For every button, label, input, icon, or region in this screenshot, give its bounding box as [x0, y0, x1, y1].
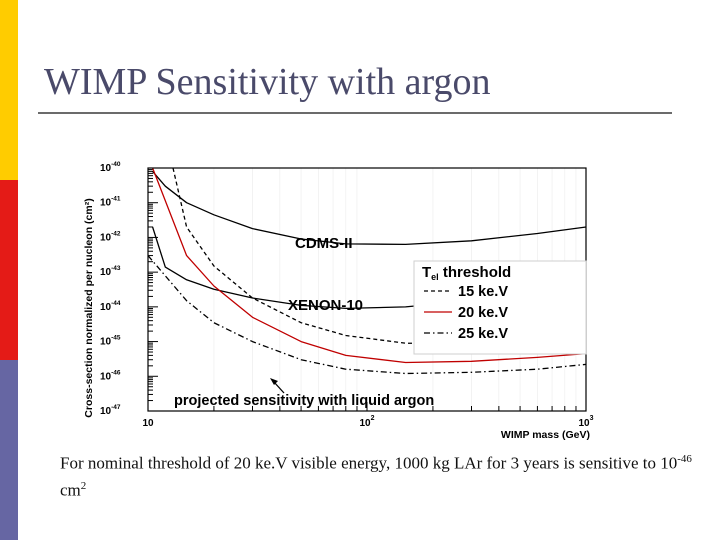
caption-exponent: -46: [677, 453, 692, 465]
caption-unit: cm: [60, 480, 81, 500]
caption-text: For nominal threshold of 20 ke.V visible…: [60, 453, 678, 473]
y-tick-base: 10: [100, 337, 112, 348]
y-tick-base: 10: [100, 163, 112, 174]
series-line-25-ke-v: [147, 255, 587, 375]
y-tick-exp: -41: [111, 196, 121, 203]
y-tick-exp: -42: [111, 230, 121, 237]
x-tick-base: 10: [578, 418, 590, 429]
x-tick-base: 10: [359, 418, 371, 429]
y-tick-exp: -47: [111, 404, 121, 411]
y-tick-exp: -40: [111, 161, 121, 168]
legend-entries: 15 ke.V 20 ke.V 25 ke.V: [424, 284, 508, 342]
y-tick-base: 10: [100, 302, 112, 313]
y-tick-base: 10: [100, 267, 112, 278]
title-divider: [38, 112, 672, 114]
y-tick-label: 10-41: [100, 196, 121, 209]
legend-label: 20 ke.V: [458, 305, 508, 321]
y-tick-base: 10: [100, 198, 112, 209]
slide-caption: For nominal threshold of 20 ke.V visible…: [60, 448, 700, 501]
y-tick-label: 10-43: [100, 265, 121, 278]
legend-label: 25 ke.V: [458, 326, 508, 342]
y-tick-label: 10-47: [100, 404, 121, 417]
projected-arrow: [270, 378, 285, 394]
x-tick-base: 10: [142, 418, 154, 429]
y-axis-label-text: Cross-section normalized per nucleon (cm…: [83, 198, 95, 417]
accent-bar-red: [0, 180, 18, 360]
legend-title-rest: threshold: [439, 264, 512, 281]
y-axis-label: Cross-section normalized per nucleon (cm…: [83, 198, 95, 417]
axis-ticks: [147, 169, 577, 412]
x-tick-exp: 3: [590, 415, 594, 422]
legend-title: Tel threshold: [422, 264, 511, 282]
slide-title: WIMP Sensitivity with argon: [44, 61, 491, 103]
accent-bar-purple: [0, 360, 18, 540]
y-tick-base: 10: [100, 371, 112, 382]
y-tick-label: 10-44: [100, 300, 121, 313]
y-tick-exp: -46: [111, 369, 121, 376]
x-tick-labels: 10 102 103: [142, 415, 593, 429]
x-tick-label: 10: [142, 418, 154, 429]
x-tick-exp: 2: [371, 415, 375, 422]
x-tick-label: 103: [578, 415, 593, 429]
legend-title-sub: el: [431, 272, 439, 282]
y-tick-base: 10: [100, 406, 112, 417]
y-tick-base: 10: [100, 232, 112, 243]
x-axis-label: WIMP mass (GeV): [501, 429, 590, 441]
y-tick-label: 10-45: [100, 335, 121, 348]
x-tick-label: 102: [359, 415, 374, 429]
series-line-15-ke-v: [172, 167, 587, 345]
series-line-20-ke-v: [151, 167, 587, 364]
annotation-xenon: XENON-10: [288, 297, 363, 314]
legend: Tel threshold 15 ke.V 20 ke.V 25 ke.V: [413, 260, 587, 355]
series-line-cdms-ii: [152, 170, 587, 246]
y-tick-label: 10-46: [100, 369, 121, 382]
annotation-projected: projected sensitivity with liquid argon: [174, 393, 434, 409]
annotation-cdms: CDMS-II: [295, 235, 353, 252]
legend-title-main: T: [422, 264, 431, 281]
sensitivity-chart: Cross-section normalized per nucleon (cm…: [83, 161, 594, 441]
y-tick-exp: -45: [111, 335, 121, 342]
y-tick-label: 10-42: [100, 230, 121, 243]
accent-bar-yellow: [0, 0, 18, 180]
legend-label: 15 ke.V: [458, 284, 508, 300]
y-tick-label: 10-40: [100, 161, 121, 174]
y-tick-exp: -44: [111, 300, 121, 307]
legend-box: [413, 260, 587, 355]
y-tick-exp: -43: [111, 265, 121, 272]
caption-unit-exponent: 2: [80, 479, 87, 492]
